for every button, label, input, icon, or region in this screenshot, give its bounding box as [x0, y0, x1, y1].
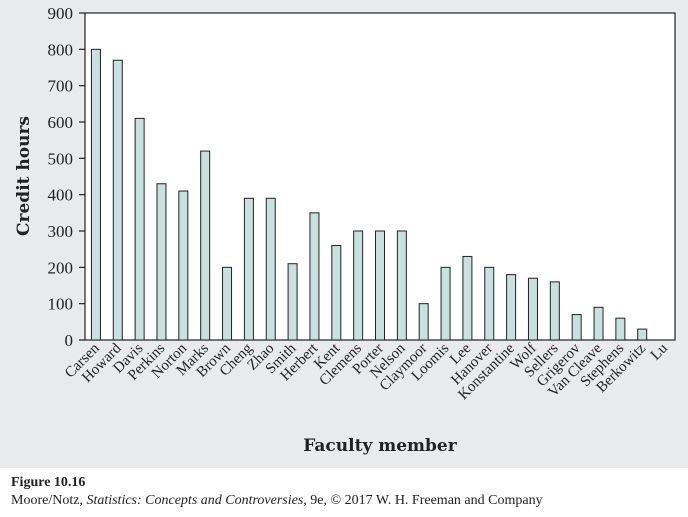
bar [571, 314, 582, 341]
source-book-title: Statistics: Concepts and Controversies [86, 493, 304, 508]
bar [353, 230, 364, 341]
bar [527, 277, 538, 341]
y-tick-label: 500 [48, 149, 74, 168]
bar [593, 306, 604, 341]
figure-source: Moore/Notz, Statistics: Concepts and Con… [11, 492, 681, 510]
figure-label: Figure 10.16 [11, 475, 86, 490]
bar-chart: 0 100 200 300 400 500 600 700 800 900 CarsenHowar… [14, 4, 676, 456]
y-tick-label: 0 [65, 331, 74, 350]
bar [243, 197, 254, 341]
bar [265, 197, 276, 341]
y-tick-label: 900 [48, 4, 74, 23]
bar [222, 266, 233, 341]
bar [178, 190, 189, 341]
x-axis-title: Faculty member [303, 436, 457, 456]
bar [440, 266, 451, 341]
bar [615, 317, 626, 341]
bar [418, 303, 429, 341]
bar [375, 230, 385, 341]
figure-panel: 0 100 200 300 400 500 600 700 800 900 Carsen Howar… [0, 0, 688, 468]
y-tick-label: 300 [48, 222, 74, 241]
y-tick-label: 600 [48, 113, 74, 132]
bar [637, 328, 648, 341]
y-axis-ticks: 0 100 200 300 400 500 600 700 800 900 [48, 4, 85, 350]
bar [506, 274, 517, 341]
source-prefix: Moore/Notz, [11, 493, 87, 508]
bar [484, 266, 495, 341]
bar [134, 117, 145, 341]
figure-caption: Figure 10.16 Moore/Notz, Statistics: Con… [11, 474, 681, 510]
bar [200, 150, 211, 341]
source-suffix: , 9e, © 2017 W. H. Freeman and Company [303, 493, 543, 508]
y-tick-label: 400 [48, 186, 74, 205]
x-tick-label: Lu [648, 340, 671, 363]
bar [309, 212, 320, 341]
y-axis-title: Credit hours [14, 116, 34, 236]
bar [112, 59, 123, 341]
y-tick-label: 700 [48, 77, 74, 96]
bars [90, 48, 648, 341]
y-tick-label: 200 [48, 258, 74, 277]
bar [331, 245, 342, 341]
bar [90, 48, 101, 341]
y-tick-label: 800 [48, 40, 74, 59]
bar [287, 263, 298, 341]
y-tick-label: 100 [48, 295, 74, 314]
x-axis-labels: CarsenHowardDavisPerkinsNortonMarksBrown… [62, 340, 671, 403]
bar [156, 183, 167, 341]
bar [549, 281, 560, 341]
bar [462, 255, 473, 341]
bar [396, 230, 407, 341]
